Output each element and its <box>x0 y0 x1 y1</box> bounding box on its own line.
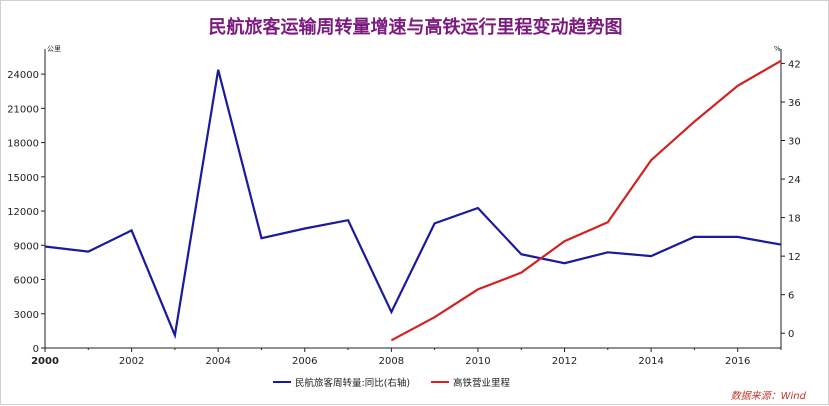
right-tick-label: 24 <box>788 175 801 186</box>
x-tick-label: 2014 <box>638 356 663 367</box>
series-line-1 <box>45 70 781 335</box>
right-tick-label: 42 <box>788 59 801 70</box>
right-tick-label: 6 <box>788 291 794 302</box>
left-tick-label: 15000 <box>7 173 39 184</box>
series-line-2 <box>391 61 781 341</box>
right-axis-unit: % <box>774 45 781 53</box>
x-tick-label: 2010 <box>465 356 490 367</box>
x-tick-label: 2006 <box>292 356 317 367</box>
right-tick-label: 12 <box>788 252 801 263</box>
left-axis-unit: 公里 <box>47 45 61 53</box>
left-tick-label: 18000 <box>7 139 39 150</box>
x-tick-label: 2002 <box>119 356 144 367</box>
x-tick-label: 2000 <box>31 356 59 367</box>
left-tick-label: 6000 <box>14 276 39 287</box>
x-tick-label: 2012 <box>552 356 577 367</box>
legend-label-1: 民航旅客周转量:同比(右轴) <box>295 377 410 389</box>
left-tick-label: 12000 <box>7 207 39 218</box>
left-tick-label: 3000 <box>14 310 39 321</box>
right-tick-label: 18 <box>788 214 801 225</box>
left-tick-label: 21000 <box>7 104 39 115</box>
source-note: 数据来源：Wind <box>731 387 806 402</box>
left-tick-label: 9000 <box>14 241 39 252</box>
x-tick-label: 2004 <box>205 356 230 367</box>
right-tick-label: 36 <box>788 98 801 109</box>
right-tick-label: 30 <box>788 137 801 148</box>
left-tick-label: 24000 <box>7 70 39 81</box>
legend-label-2: 高铁营业里程 <box>453 377 511 389</box>
right-tick-label: 0 <box>788 329 794 340</box>
x-tick-label: 2008 <box>379 356 404 367</box>
x-tick-label: 2016 <box>725 356 750 367</box>
left-tick-label: 0 <box>33 344 39 355</box>
